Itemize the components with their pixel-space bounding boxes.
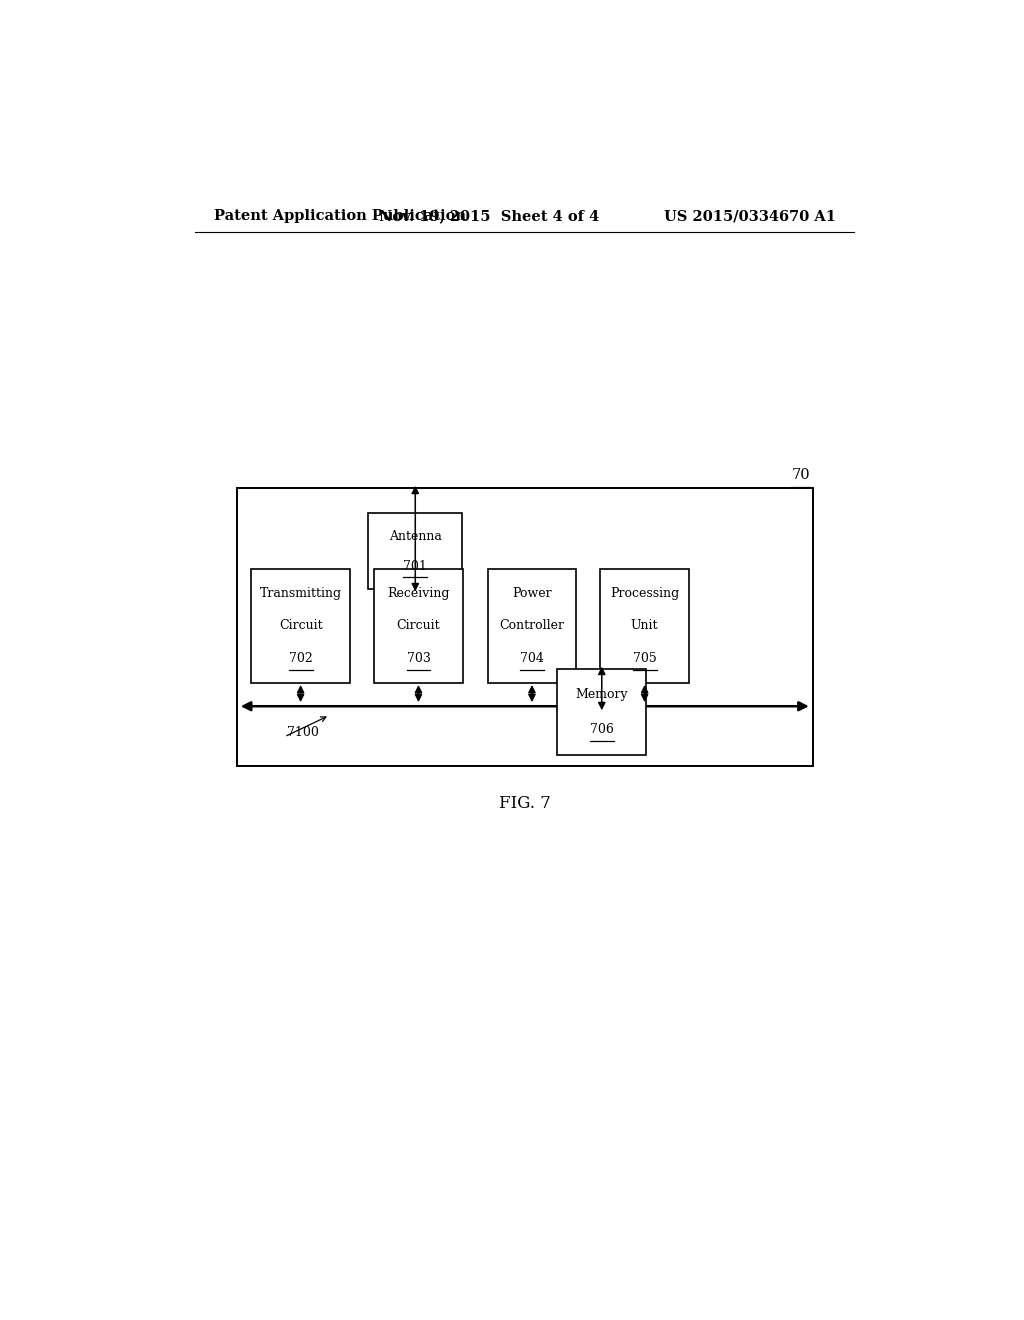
Text: 70: 70 [792,467,811,482]
Bar [251,569,350,682]
Text: 705: 705 [633,652,656,665]
Text: Nov. 19, 2015  Sheet 4 of 4: Nov. 19, 2015 Sheet 4 of 4 [379,209,599,223]
Bar [557,669,646,755]
Text: Processing: Processing [610,587,679,599]
Bar [369,513,462,589]
Text: FIG. 7: FIG. 7 [499,796,551,812]
Bar [487,569,577,682]
Bar [600,569,689,682]
Text: Unit: Unit [631,619,658,632]
Text: Controller: Controller [500,619,564,632]
Text: Transmitting: Transmitting [259,587,342,599]
Text: Memory: Memory [575,688,628,701]
Text: Antenna: Antenna [389,529,441,543]
Text: US 2015/0334670 A1: US 2015/0334670 A1 [664,209,836,223]
Text: 703: 703 [407,652,430,665]
Bar [237,487,813,766]
Text: 706: 706 [590,723,613,735]
Text: Circuit: Circuit [279,619,323,632]
Text: 701: 701 [403,560,427,573]
Text: Circuit: Circuit [396,619,440,632]
Text: Patent Application Publication: Patent Application Publication [214,209,466,223]
Text: Power: Power [512,587,552,599]
Text: 7100: 7100 [287,726,318,739]
Bar [374,569,463,682]
Text: Receiving: Receiving [387,587,450,599]
Text: 702: 702 [289,652,312,665]
Text: 704: 704 [520,652,544,665]
